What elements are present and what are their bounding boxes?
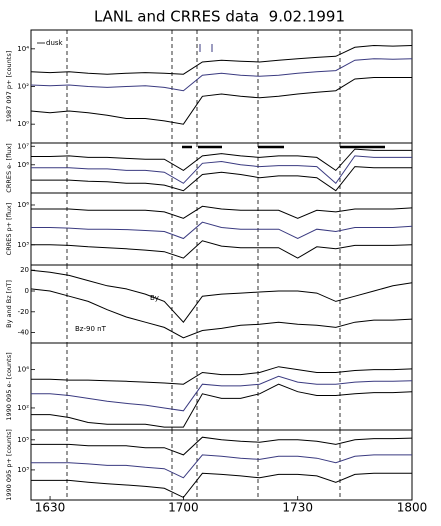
y-tick-label: 10⁵ bbox=[17, 436, 29, 444]
y-tick-label: 10⁶ bbox=[17, 366, 29, 374]
series-line bbox=[31, 155, 412, 185]
series-line bbox=[31, 454, 412, 479]
series-line bbox=[31, 472, 412, 499]
panel-frame bbox=[30, 142, 413, 194]
series-line bbox=[30, 44, 413, 75]
series-line bbox=[31, 366, 413, 385]
y-tick-label: 10⁶ bbox=[17, 201, 29, 209]
panel-frame bbox=[30, 342, 413, 431]
y-tick-label: 10³ bbox=[17, 466, 29, 474]
annotation: dusk bbox=[46, 39, 64, 47]
x-tick-label: 1800 bbox=[397, 501, 428, 515]
series-line bbox=[31, 383, 413, 428]
series-line bbox=[30, 269, 413, 323]
series-line bbox=[31, 436, 413, 456]
series-line bbox=[31, 205, 413, 219]
y-axis-label: CRRES p+ [flux] bbox=[5, 203, 13, 256]
y-tick-label: 10⁰ bbox=[17, 120, 29, 128]
annotation: Bz-90 nT bbox=[75, 325, 107, 333]
y-axis-label: By and Bz [nT] bbox=[5, 280, 13, 328]
y-tick-label: -20 bbox=[18, 308, 29, 316]
series-line bbox=[31, 148, 412, 172]
series-line bbox=[31, 221, 413, 240]
y-axis-label: 1990 095 p+ [counts] bbox=[5, 429, 13, 501]
chart-title: LANL and CRRES data 9.02.1991 bbox=[94, 8, 345, 26]
x-tick-label: 1700 bbox=[168, 501, 199, 515]
series-line bbox=[31, 375, 413, 412]
x-tick-label: 1730 bbox=[282, 501, 313, 515]
panel-frame bbox=[30, 429, 413, 501]
y-tick-label: 10² bbox=[17, 404, 29, 412]
annotation: By bbox=[150, 294, 159, 302]
y-tick-label: 10³ bbox=[17, 241, 29, 249]
y-tick-label: -40 bbox=[18, 329, 29, 337]
y-axis-label: 1990 095 e- [counts] bbox=[5, 352, 13, 420]
series-line bbox=[30, 77, 412, 125]
series-line bbox=[30, 58, 413, 92]
y-tick-label: 10² bbox=[17, 83, 29, 91]
x-tick-label: 1630 bbox=[35, 501, 66, 515]
y-axis-label: 1987 097 p+ [counts] bbox=[5, 51, 13, 123]
y-axis-label: CRRES e- [flux] bbox=[5, 143, 13, 192]
series-line bbox=[31, 166, 412, 192]
y-tick-label: 10⁴ bbox=[17, 45, 29, 53]
y-tick-label: 10⁶ bbox=[17, 161, 29, 169]
y-tick-label: 0 bbox=[25, 287, 29, 295]
series-line bbox=[30, 288, 413, 339]
series-line bbox=[31, 240, 413, 259]
y-tick-label: 20 bbox=[20, 266, 29, 274]
y-tick-label: 10⁷ bbox=[17, 142, 29, 150]
